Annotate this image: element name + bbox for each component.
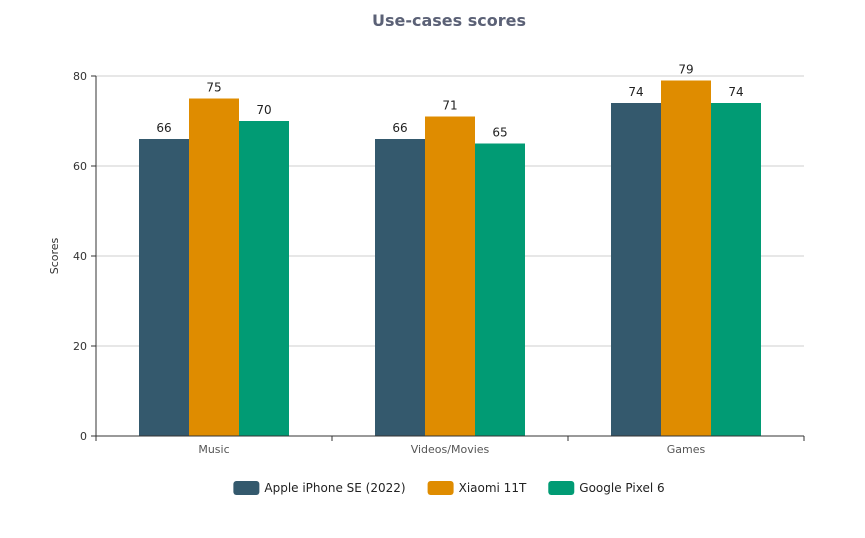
- data-label: 75: [206, 81, 221, 95]
- bar: [711, 103, 761, 436]
- y-axis: 0 20 40 60 80: [73, 70, 97, 443]
- bar: [189, 98, 239, 436]
- y-tick-label: 40: [73, 250, 87, 263]
- bar: [139, 139, 189, 436]
- legend: Apple iPhone SE (2022) Xiaomi 11T Google P…: [233, 481, 665, 495]
- x-tick-label: Music: [198, 443, 229, 456]
- data-label: 79: [678, 63, 693, 77]
- data-label: 66: [156, 121, 171, 135]
- data-label: 74: [628, 85, 643, 99]
- bar: [425, 116, 475, 436]
- legend-label: Apple iPhone SE (2022): [264, 481, 405, 495]
- data-label: 66: [392, 121, 407, 135]
- y-tick-label: 20: [73, 340, 87, 353]
- data-label: 71: [442, 99, 457, 113]
- chart-title: Use-cases scores: [372, 11, 526, 30]
- bar: [661, 80, 711, 436]
- y-tick-label: 60: [73, 160, 87, 173]
- y-tick-label: 0: [80, 430, 87, 443]
- x-tick-label: Games: [667, 443, 706, 456]
- legend-label: Xiaomi 11T: [459, 481, 527, 495]
- data-label: 74: [728, 85, 743, 99]
- legend-item[interactable]: Apple iPhone SE (2022): [233, 481, 406, 495]
- bar: [475, 143, 525, 436]
- legend-swatch: [233, 481, 260, 495]
- y-tick-label: 80: [73, 70, 87, 83]
- bars: 66 75 70 66 71 65 74 79 74: [139, 63, 761, 436]
- legend-label: Google Pixel 6: [579, 481, 664, 495]
- y-axis-label: Scores: [48, 237, 61, 274]
- x-axis: Music Videos/Movies Games: [95, 435, 805, 456]
- bar: [239, 121, 289, 436]
- legend-item[interactable]: Google Pixel 6: [548, 481, 665, 495]
- legend-swatch: [548, 481, 575, 495]
- data-label: 70: [256, 103, 271, 117]
- bar: [375, 139, 425, 436]
- bar: [611, 103, 661, 436]
- data-label: 65: [492, 126, 507, 140]
- legend-item[interactable]: Xiaomi 11T: [427, 481, 527, 495]
- legend-swatch: [427, 481, 454, 495]
- x-tick-label: Videos/Movies: [411, 443, 490, 456]
